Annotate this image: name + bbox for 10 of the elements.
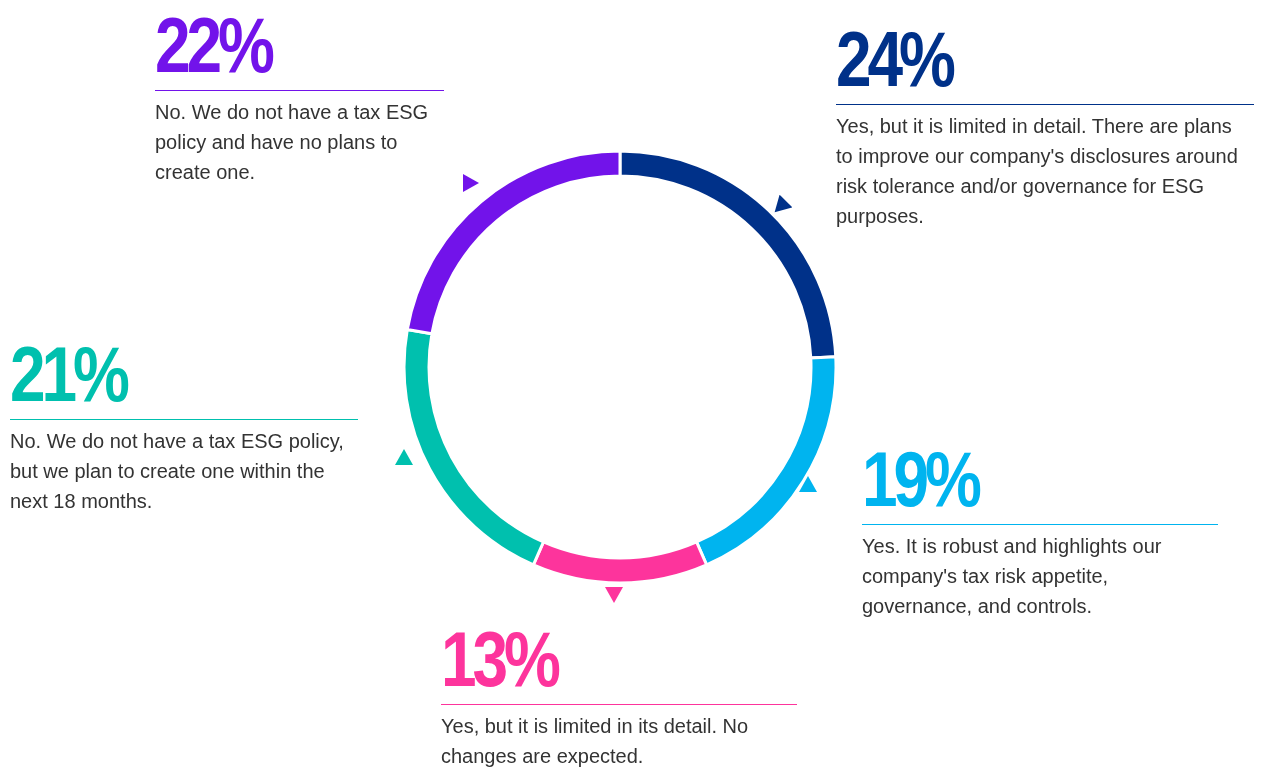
data-label: 13% xyxy=(441,614,557,704)
data-label: 22% xyxy=(155,0,271,90)
data-label: 21% xyxy=(10,329,126,419)
slice-label: Yes, but it is limited in detail. There are plans to improve our company's disclosures around risk tolerance and/or governance for ESG purposes. xyxy=(836,114,1239,229)
slice-label: Yes, but it is limited in its detail. No changes are expected. xyxy=(441,714,750,769)
slice-label: No. We do not have a tax ESG policy, but we plan to create one within the next 18 months. xyxy=(10,429,345,514)
slice-label: Yes. It is robust and highlights our company's tax risk appetite, governance, and controls. xyxy=(862,534,1163,619)
data-label: 19% xyxy=(862,434,978,524)
data-label: 24% xyxy=(836,14,952,104)
slice-label: No. We do not have a tax ESG policy and have no plans to create one. xyxy=(155,100,430,185)
